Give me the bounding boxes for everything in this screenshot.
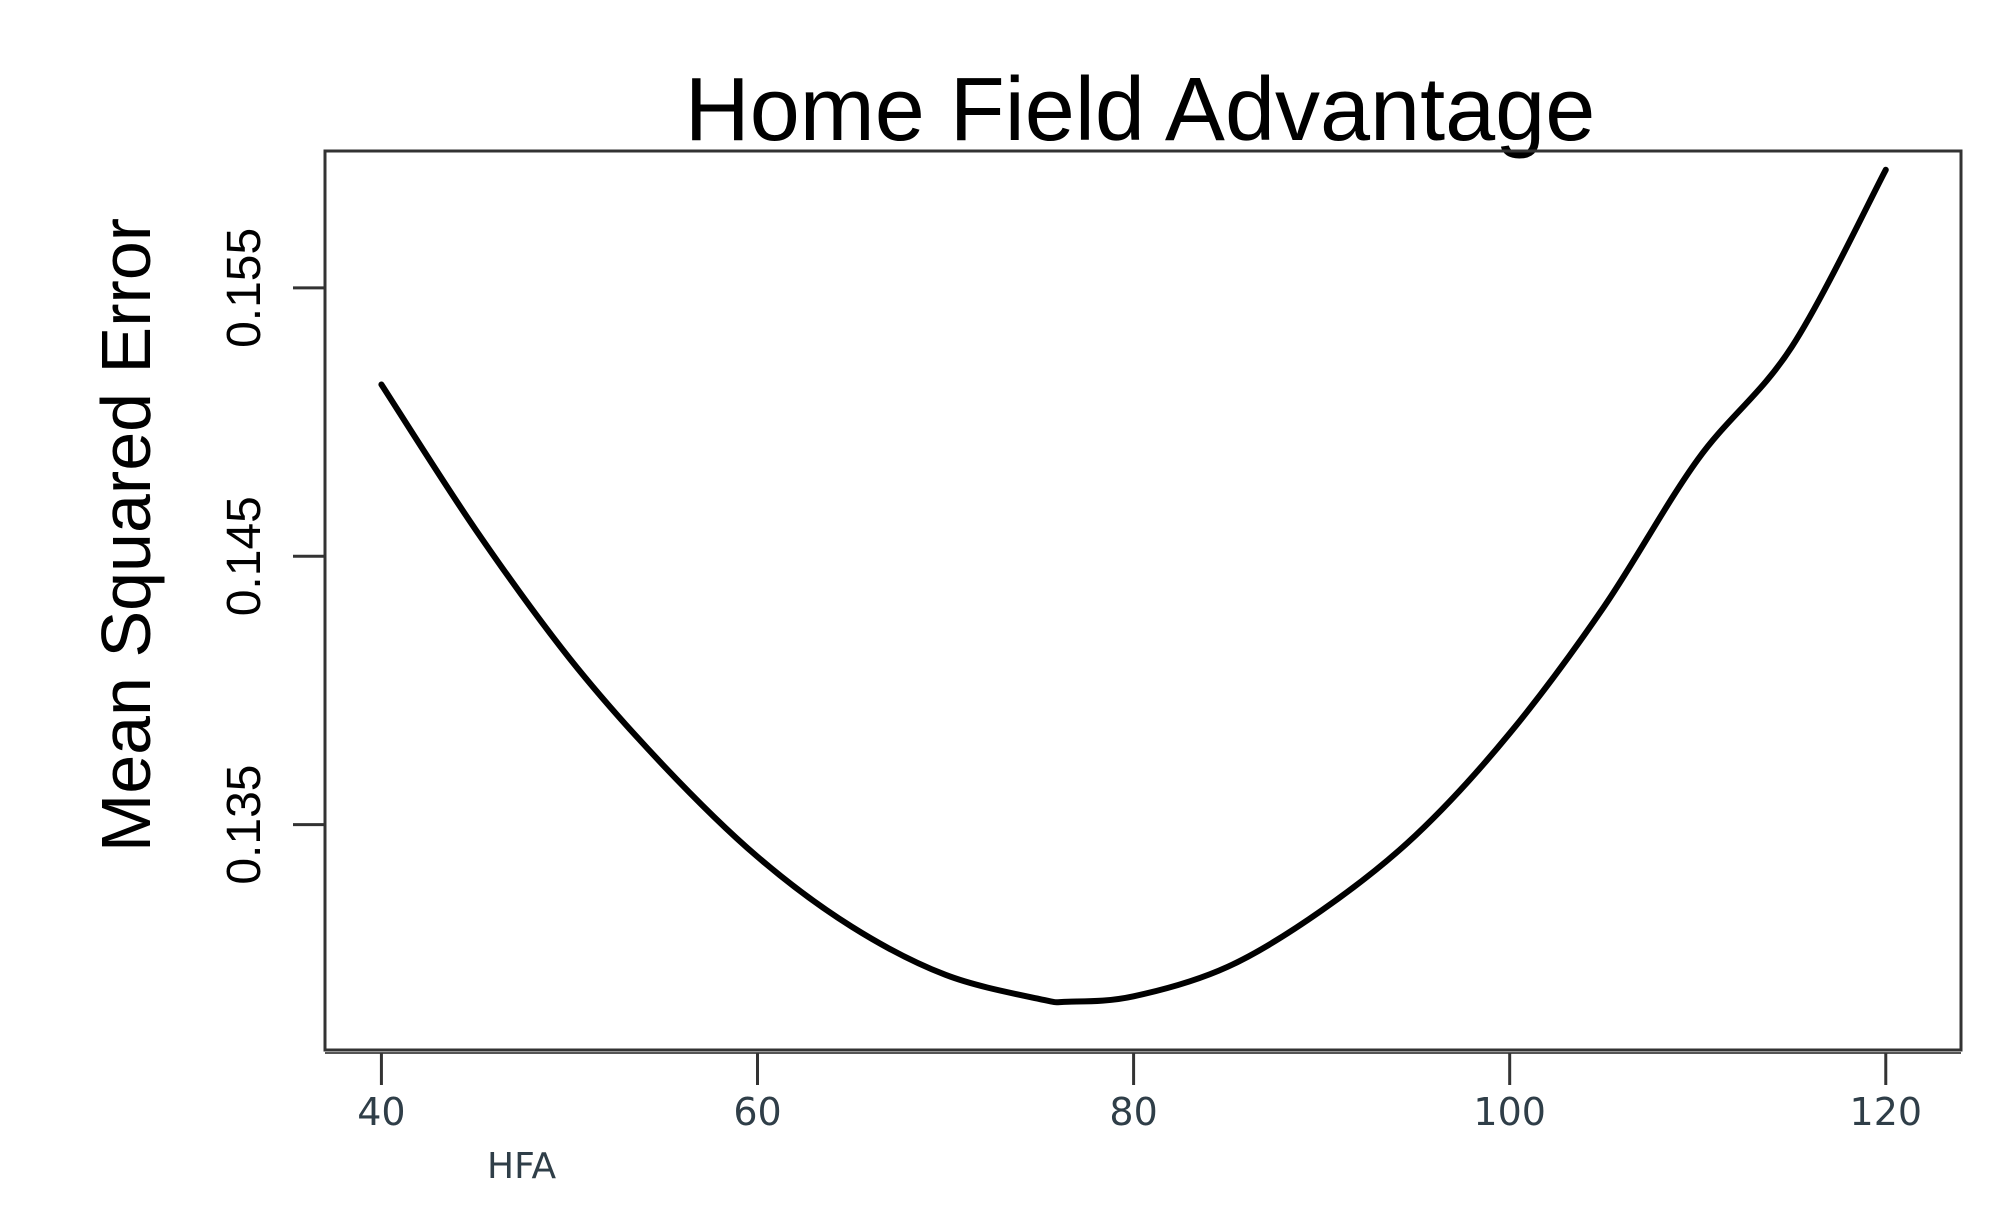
y-tick-label: 0.145 xyxy=(218,496,271,616)
y-axis: 0.135 0.145 0.155 xyxy=(218,228,325,885)
series-group xyxy=(378,166,1889,1006)
x-tick-label: 60 xyxy=(733,1090,781,1134)
x-tick-label: 80 xyxy=(1109,1090,1157,1134)
y-tick-label: 0.155 xyxy=(218,228,271,348)
chart-title: Home Field Advantage xyxy=(685,60,1596,160)
y-tick-label: 0.135 xyxy=(218,765,271,885)
series-line xyxy=(378,166,1889,1006)
x-tick-label: 40 xyxy=(357,1090,405,1134)
plot-frame xyxy=(323,149,1963,1052)
x-axis: 40 60 80 100 120 xyxy=(325,1052,1961,1134)
x-axis-label: HFA xyxy=(487,1146,556,1187)
y-axis-label: Mean Squared Error xyxy=(87,218,165,852)
x-tick-label: 120 xyxy=(1850,1090,1923,1134)
x-tick-label: 100 xyxy=(1473,1090,1546,1134)
